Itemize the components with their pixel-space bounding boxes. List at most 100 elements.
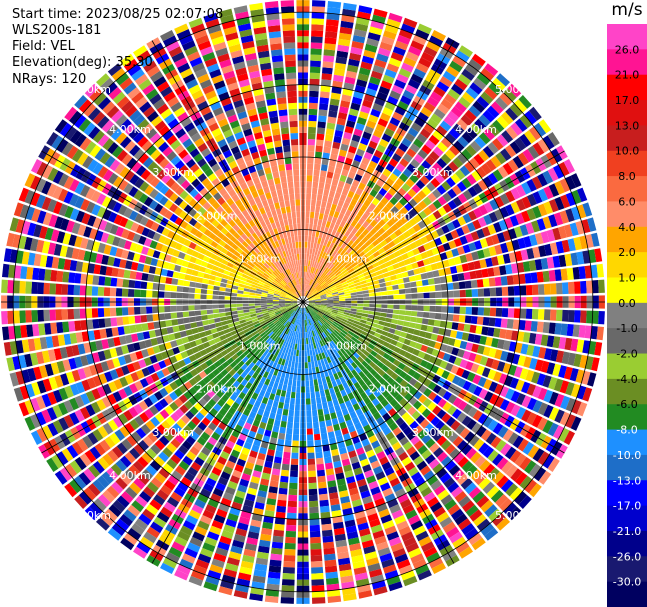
velocity-gate bbox=[532, 400, 543, 413]
velocity-gate bbox=[140, 289, 147, 298]
velocity-gate bbox=[191, 327, 199, 335]
velocity-gate bbox=[488, 246, 497, 257]
velocity-gate bbox=[370, 247, 378, 254]
velocity-gate bbox=[305, 374, 309, 381]
velocity-gate bbox=[311, 193, 317, 201]
velocity-gate bbox=[477, 413, 488, 425]
velocity-gate bbox=[146, 314, 154, 322]
velocity-gate bbox=[336, 314, 343, 318]
velocity-gate bbox=[272, 299, 279, 302]
velocity-gate bbox=[415, 62, 429, 74]
velocity-gate bbox=[304, 290, 306, 297]
velocity-gate bbox=[376, 91, 388, 101]
velocity-gate bbox=[396, 73, 409, 84]
velocity-gate bbox=[337, 199, 345, 207]
velocity-gate bbox=[323, 547, 336, 555]
velocity-gate bbox=[308, 470, 316, 478]
velocity-gate bbox=[286, 385, 292, 392]
velocity-gate bbox=[306, 428, 313, 435]
velocity-gate bbox=[406, 250, 415, 258]
velocity-gate bbox=[196, 321, 204, 327]
velocity-gate bbox=[344, 290, 351, 295]
velocity-gate bbox=[307, 458, 316, 465]
velocity-gate bbox=[433, 108, 446, 120]
velocity-gate bbox=[387, 304, 394, 309]
velocity-gate bbox=[303, 326, 306, 333]
velocity-gate bbox=[436, 158, 447, 169]
velocity-gate bbox=[507, 83, 522, 98]
velocity-gate bbox=[500, 111, 514, 125]
velocity-gate bbox=[324, 289, 331, 293]
velocity-gate bbox=[353, 279, 360, 284]
velocity-gate bbox=[393, 192, 403, 201]
velocity-gate bbox=[342, 283, 349, 288]
velocity-gate bbox=[313, 261, 317, 268]
velocity-gate bbox=[291, 452, 299, 459]
velocity-gate bbox=[353, 245, 360, 252]
velocity-gate bbox=[442, 203, 452, 213]
velocity-gate bbox=[123, 325, 131, 335]
velocity-gate bbox=[313, 218, 319, 225]
velocity-gate bbox=[428, 256, 436, 264]
velocity-gate bbox=[342, 2, 357, 11]
velocity-gate bbox=[188, 293, 195, 299]
velocity-gate bbox=[330, 286, 337, 291]
velocity-gate bbox=[284, 439, 292, 447]
velocity-gate bbox=[546, 362, 556, 375]
velocity-gate bbox=[471, 289, 479, 297]
velocity-gate bbox=[450, 229, 459, 239]
velocity-gate bbox=[526, 383, 537, 396]
velocity-gate bbox=[284, 549, 296, 556]
velocity-gate bbox=[394, 40, 409, 51]
velocity-gate bbox=[296, 386, 301, 393]
velocity-gate bbox=[517, 237, 526, 249]
velocity-gate bbox=[185, 268, 193, 275]
velocity-gate bbox=[382, 256, 391, 263]
velocity-gate bbox=[590, 326, 598, 340]
velocity-gate bbox=[407, 78, 421, 90]
velocity-gate bbox=[176, 286, 184, 292]
velocity-gate bbox=[397, 320, 404, 326]
velocity-gate bbox=[350, 311, 357, 315]
velocity-gate bbox=[316, 224, 321, 232]
velocity-gate bbox=[319, 291, 326, 295]
velocity-gate bbox=[291, 446, 299, 453]
velocity-gate bbox=[373, 315, 381, 320]
velocity-gate bbox=[317, 121, 326, 129]
velocity-gate bbox=[278, 432, 286, 440]
velocity-gate bbox=[509, 377, 519, 389]
velocity-gate bbox=[343, 182, 351, 191]
velocity-gate bbox=[327, 304, 334, 306]
velocity-gate bbox=[417, 245, 426, 253]
velocity-gate bbox=[326, 270, 332, 276]
velocity-gate bbox=[491, 338, 499, 348]
velocity-gate bbox=[401, 326, 409, 333]
velocity-gate bbox=[343, 82, 355, 91]
velocity-gate bbox=[307, 440, 314, 447]
velocity-gate bbox=[337, 180, 345, 188]
velocity-gate bbox=[369, 189, 378, 198]
velocity-gate bbox=[549, 391, 559, 405]
velocity-gate bbox=[323, 314, 329, 319]
velocity-gate bbox=[306, 404, 312, 411]
velocity-gate bbox=[444, 93, 457, 105]
velocity-gate bbox=[305, 199, 311, 206]
velocity-gate bbox=[343, 288, 350, 292]
velocity-gate bbox=[110, 277, 118, 287]
velocity-gate bbox=[309, 302, 315, 304]
velocity-gate bbox=[394, 228, 403, 237]
velocity-gate bbox=[559, 380, 570, 394]
velocity-gate bbox=[152, 306, 159, 314]
velocity-gate bbox=[310, 355, 314, 362]
velocity-gate bbox=[487, 172, 499, 185]
velocity-gate bbox=[328, 159, 337, 167]
velocity-gate bbox=[254, 295, 262, 299]
velocity-gate bbox=[384, 260, 393, 267]
velocity-gate bbox=[575, 369, 585, 384]
velocity-gate bbox=[353, 128, 363, 137]
velocity-gate bbox=[362, 228, 370, 236]
velocity-gate bbox=[260, 305, 268, 308]
velocity-gate bbox=[314, 283, 320, 289]
velocity-gate bbox=[324, 246, 329, 253]
velocity-gate bbox=[442, 259, 450, 268]
